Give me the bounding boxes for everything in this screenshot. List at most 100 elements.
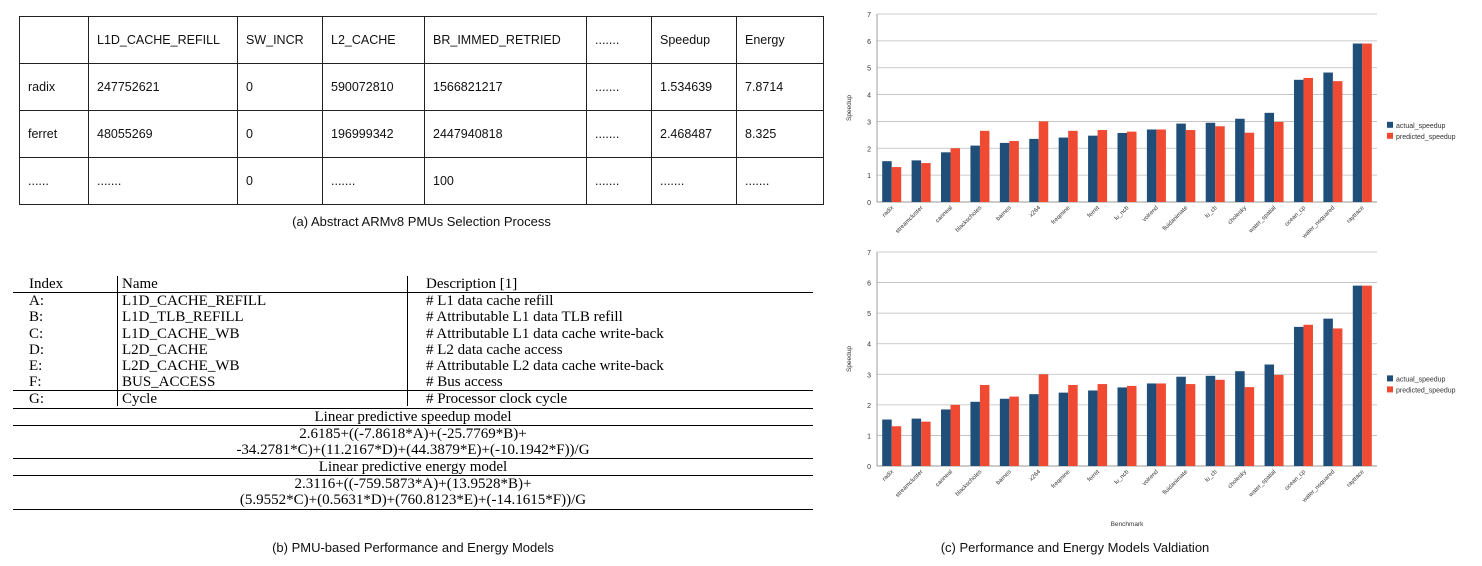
x-tick-label: volrend xyxy=(1142,469,1160,487)
y-tick-label: 7 xyxy=(867,250,871,257)
y-tick-label: 3 xyxy=(867,119,871,126)
x-tick-label: radix xyxy=(882,469,895,482)
x-tick-label: blackscholes xyxy=(955,205,984,234)
bar-predicted_speedup xyxy=(1274,121,1284,202)
bar-predicted_speedup xyxy=(1303,77,1313,202)
bar-actual_speedup xyxy=(1352,285,1363,466)
bar-actual_speedup xyxy=(1235,371,1245,466)
energy-model-formula-line1: 2.3116+((-759.5873*A)+(13.9528*B)+ xyxy=(294,476,532,493)
bar-actual_speedup xyxy=(1264,364,1275,466)
table-cell: 1566821217 xyxy=(424,63,587,111)
bar-predicted_speedup xyxy=(1274,374,1284,466)
rule xyxy=(13,390,813,392)
x-tick-label: raytrace xyxy=(1346,469,1366,489)
x-tick-label: lu_ncb xyxy=(1114,469,1131,486)
bar-predicted_speedup xyxy=(1244,132,1255,202)
bar-predicted_speedup xyxy=(1303,324,1313,466)
x-tick-label: canneal xyxy=(935,205,954,224)
bar-actual_speedup xyxy=(1323,318,1333,466)
speedup-model-title: Linear predictive speedup model xyxy=(314,408,512,425)
row-index: A: xyxy=(29,293,44,310)
row-index: E: xyxy=(29,357,43,374)
table-cell: 196999342 xyxy=(322,110,425,158)
y-axis-label: Speedup xyxy=(846,95,853,121)
x-tick-label: cholesky xyxy=(1227,469,1248,490)
bar-predicted_speedup xyxy=(921,163,931,202)
bar-actual_speedup xyxy=(1264,112,1275,202)
y-tick-label: 5 xyxy=(867,66,871,73)
header-cell: Energy xyxy=(736,16,824,64)
legend-label: actual_speedup xyxy=(1396,123,1446,130)
header-description: Description [1] xyxy=(426,276,518,292)
row-index: G: xyxy=(29,391,44,408)
bar-actual_speedup xyxy=(970,145,980,202)
table-cell: 2447940818 xyxy=(424,110,587,158)
energy-model-formula-line2: (5.9552*C)+(0.5631*D)+(760.8123*E)+(-14.… xyxy=(239,492,587,509)
table-row: A: L1D_CACHE_REFILL # L1 data cache refill xyxy=(13,293,813,309)
rule xyxy=(13,292,813,294)
x-tick-label: ferret xyxy=(1087,205,1101,219)
row-name: BUS_ACCESS xyxy=(122,374,216,391)
legend-swatch xyxy=(1387,132,1393,139)
x-tick-label: x264 xyxy=(1029,469,1043,483)
speedup-model-formula-line2: -34.2781*C)+(11.2167*D)+(44.3879*E)+(-10… xyxy=(236,441,590,458)
y-tick-label: 4 xyxy=(867,342,871,349)
bar-actual_speedup xyxy=(1058,137,1069,202)
header-name: Name xyxy=(122,276,158,292)
row-name: L2D_CACHE xyxy=(122,341,208,358)
column-divider xyxy=(407,276,408,406)
energy-model-title: Linear predictive energy model xyxy=(318,459,508,476)
table-row: F: BUS_ACCESS # Bus access xyxy=(13,374,813,390)
row-description: # L1 data cache refill xyxy=(426,293,554,310)
x-tick-label: x264 xyxy=(1029,205,1043,219)
table-cell: ....... xyxy=(88,157,238,205)
table-cell: 247752621 xyxy=(88,63,238,111)
header-cell: L2_CACHE xyxy=(322,16,425,64)
legend-swatch xyxy=(1387,386,1393,393)
table-cell: ....... xyxy=(651,157,737,205)
pmu-selection-table: L1D_CACHE_REFILL SW_INCR L2_CACHE BR_IMM… xyxy=(19,16,824,205)
x-tick-label: ocean_cp xyxy=(1284,205,1307,228)
bar-actual_speedup xyxy=(911,160,922,202)
bar-actual_speedup xyxy=(1323,72,1333,202)
x-tick-label: freqmine xyxy=(1051,469,1072,490)
table-cell: 1.534639 xyxy=(651,63,737,111)
bar-predicted_speedup xyxy=(1332,328,1343,466)
row-description: # Attributable L1 data TLB refill xyxy=(426,309,623,326)
rule xyxy=(13,508,813,510)
bar-actual_speedup xyxy=(882,419,892,466)
bar-actual_speedup xyxy=(970,401,980,466)
caption-a: (a) Abstract ARMv8 PMUs Selection Proces… xyxy=(292,214,551,229)
speedup-validation-chart-top: 0 1 2 3 4 5 6 7 Speedup radix streamcluster canneal… xyxy=(846,12,1456,241)
row-index: B: xyxy=(29,309,44,326)
table-row: radix 247752621 0 590072810 1566821217 .… xyxy=(19,63,824,111)
caption-b: (b) PMU-based Performance and Energy Mod… xyxy=(272,540,554,555)
bar-actual_speedup xyxy=(999,398,1010,466)
model-table: Index Name Description [1] A: L1D_CACHE_R… xyxy=(13,276,813,510)
x-tick-label: fluidanimate xyxy=(1162,469,1190,497)
row-description: # Attributable L2 data cache write-back xyxy=(426,357,664,374)
y-tick-label: 3 xyxy=(867,372,871,379)
table-row: C: L1D_CACHE_WB # Attributable L1 data cac… xyxy=(13,326,813,342)
bar-predicted_speedup xyxy=(1068,384,1078,466)
y-axis-label: Speedup xyxy=(846,346,853,372)
row-name: L1D_CACHE_REFILL xyxy=(122,293,267,310)
bar-predicted_speedup xyxy=(1097,384,1108,466)
row-description: # Processor clock cycle xyxy=(426,391,568,408)
x-tick-label: volrend xyxy=(1142,205,1160,223)
table-cell: ferret xyxy=(19,110,89,158)
row-name: Cycle xyxy=(122,391,157,408)
y-tick-label: 6 xyxy=(867,39,871,46)
x-tick-label: freqmine xyxy=(1051,205,1072,226)
legend-label: actual_speedup xyxy=(1396,376,1446,383)
bar-predicted_speedup xyxy=(891,426,902,466)
bar-predicted_speedup xyxy=(1332,81,1343,202)
y-tick-label: 7 xyxy=(867,12,871,19)
table-cell: 590072810 xyxy=(322,63,425,111)
y-tick-label: 1 xyxy=(867,433,871,440)
x-tick-label: barnes xyxy=(996,205,1013,222)
bar-predicted_speedup xyxy=(979,384,990,466)
rule xyxy=(13,458,813,460)
bar-actual_speedup xyxy=(1058,392,1069,466)
bar-predicted_speedup xyxy=(1038,121,1049,202)
